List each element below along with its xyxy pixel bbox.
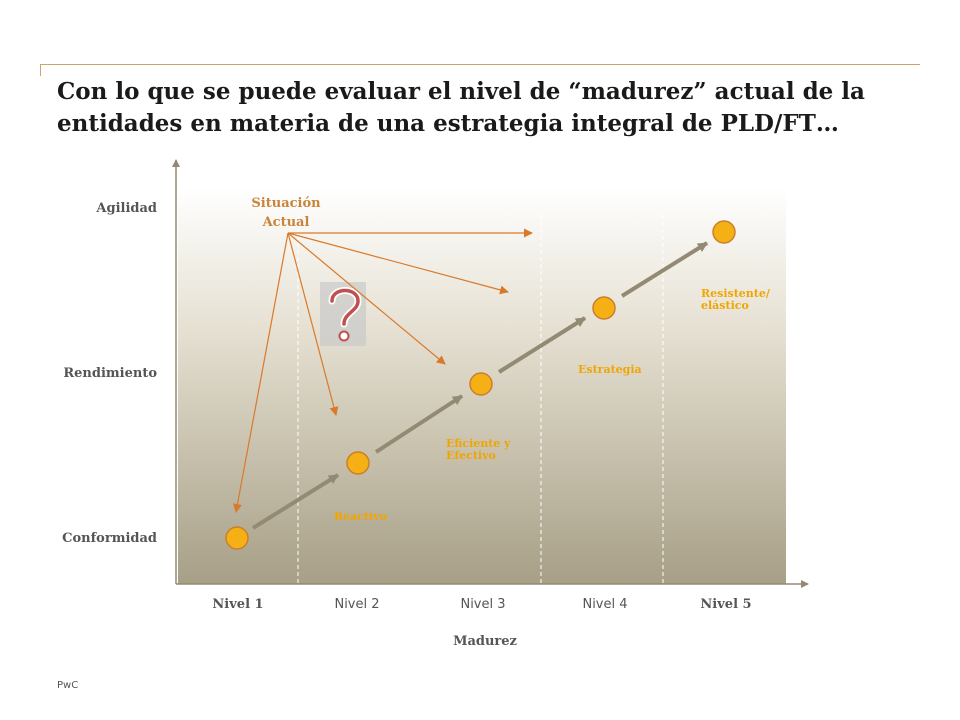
x-level-5: Nivel 5 (700, 597, 752, 612)
node-level-2 (346, 451, 370, 475)
top-rule (40, 64, 920, 65)
trend-line (251, 241, 709, 530)
x-level-3: Nivel 3 (460, 597, 506, 612)
trend-segment-3 (497, 316, 587, 374)
node-level-5 (712, 220, 736, 244)
stage-label-reactivo: Reactivo (334, 510, 387, 523)
node-level-1 (225, 526, 249, 550)
y-level-conformidad: Conformidad (62, 531, 157, 546)
maturity-nodes (225, 220, 736, 550)
trend-segment-2 (374, 394, 464, 454)
y-level-agilidad: Agilidad (96, 201, 157, 216)
question-mark-icon (320, 282, 366, 346)
arrow-to-reactivo (287, 232, 339, 416)
arrow-to-estrategia (287, 232, 509, 295)
x-level-1: Nivel 1 (212, 597, 264, 612)
x-level-4: Nivel 4 (582, 597, 628, 612)
y-level-rendimiento: Rendimiento (63, 366, 157, 381)
slide-title: Con lo que se puede evaluar el nivel de … (57, 78, 865, 137)
node-level-4 (592, 296, 616, 320)
stage-label-eficiente: Eficiente y Efectivo (446, 437, 511, 462)
top-rule-tick (40, 64, 41, 76)
stage-label-estrategia: Estrategia (578, 363, 642, 376)
current-situation-arrows (233, 228, 533, 513)
x-axis-title: Madurez (453, 634, 517, 649)
level-separators (297, 215, 664, 584)
x-level-2: Nivel 2 (334, 597, 380, 612)
arrow-to-eficiente (287, 232, 446, 365)
footer-brand: PwC (57, 680, 79, 691)
current-situation-label: Situación Actual (251, 196, 321, 230)
arrow-to-conformidad (233, 232, 289, 513)
trend-segment-4 (620, 241, 709, 298)
trend-segment-1 (251, 473, 340, 530)
stage-label-resistente: Resistente/ elástico (701, 287, 770, 312)
node-level-3 (469, 372, 493, 396)
